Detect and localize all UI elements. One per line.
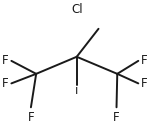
Text: i: i <box>75 84 78 97</box>
Text: Cl: Cl <box>71 2 83 15</box>
Text: F: F <box>2 77 8 90</box>
Text: F: F <box>141 77 148 90</box>
Text: F: F <box>113 111 120 124</box>
Text: F: F <box>141 54 148 67</box>
Text: F: F <box>2 54 8 67</box>
Text: F: F <box>28 111 34 124</box>
